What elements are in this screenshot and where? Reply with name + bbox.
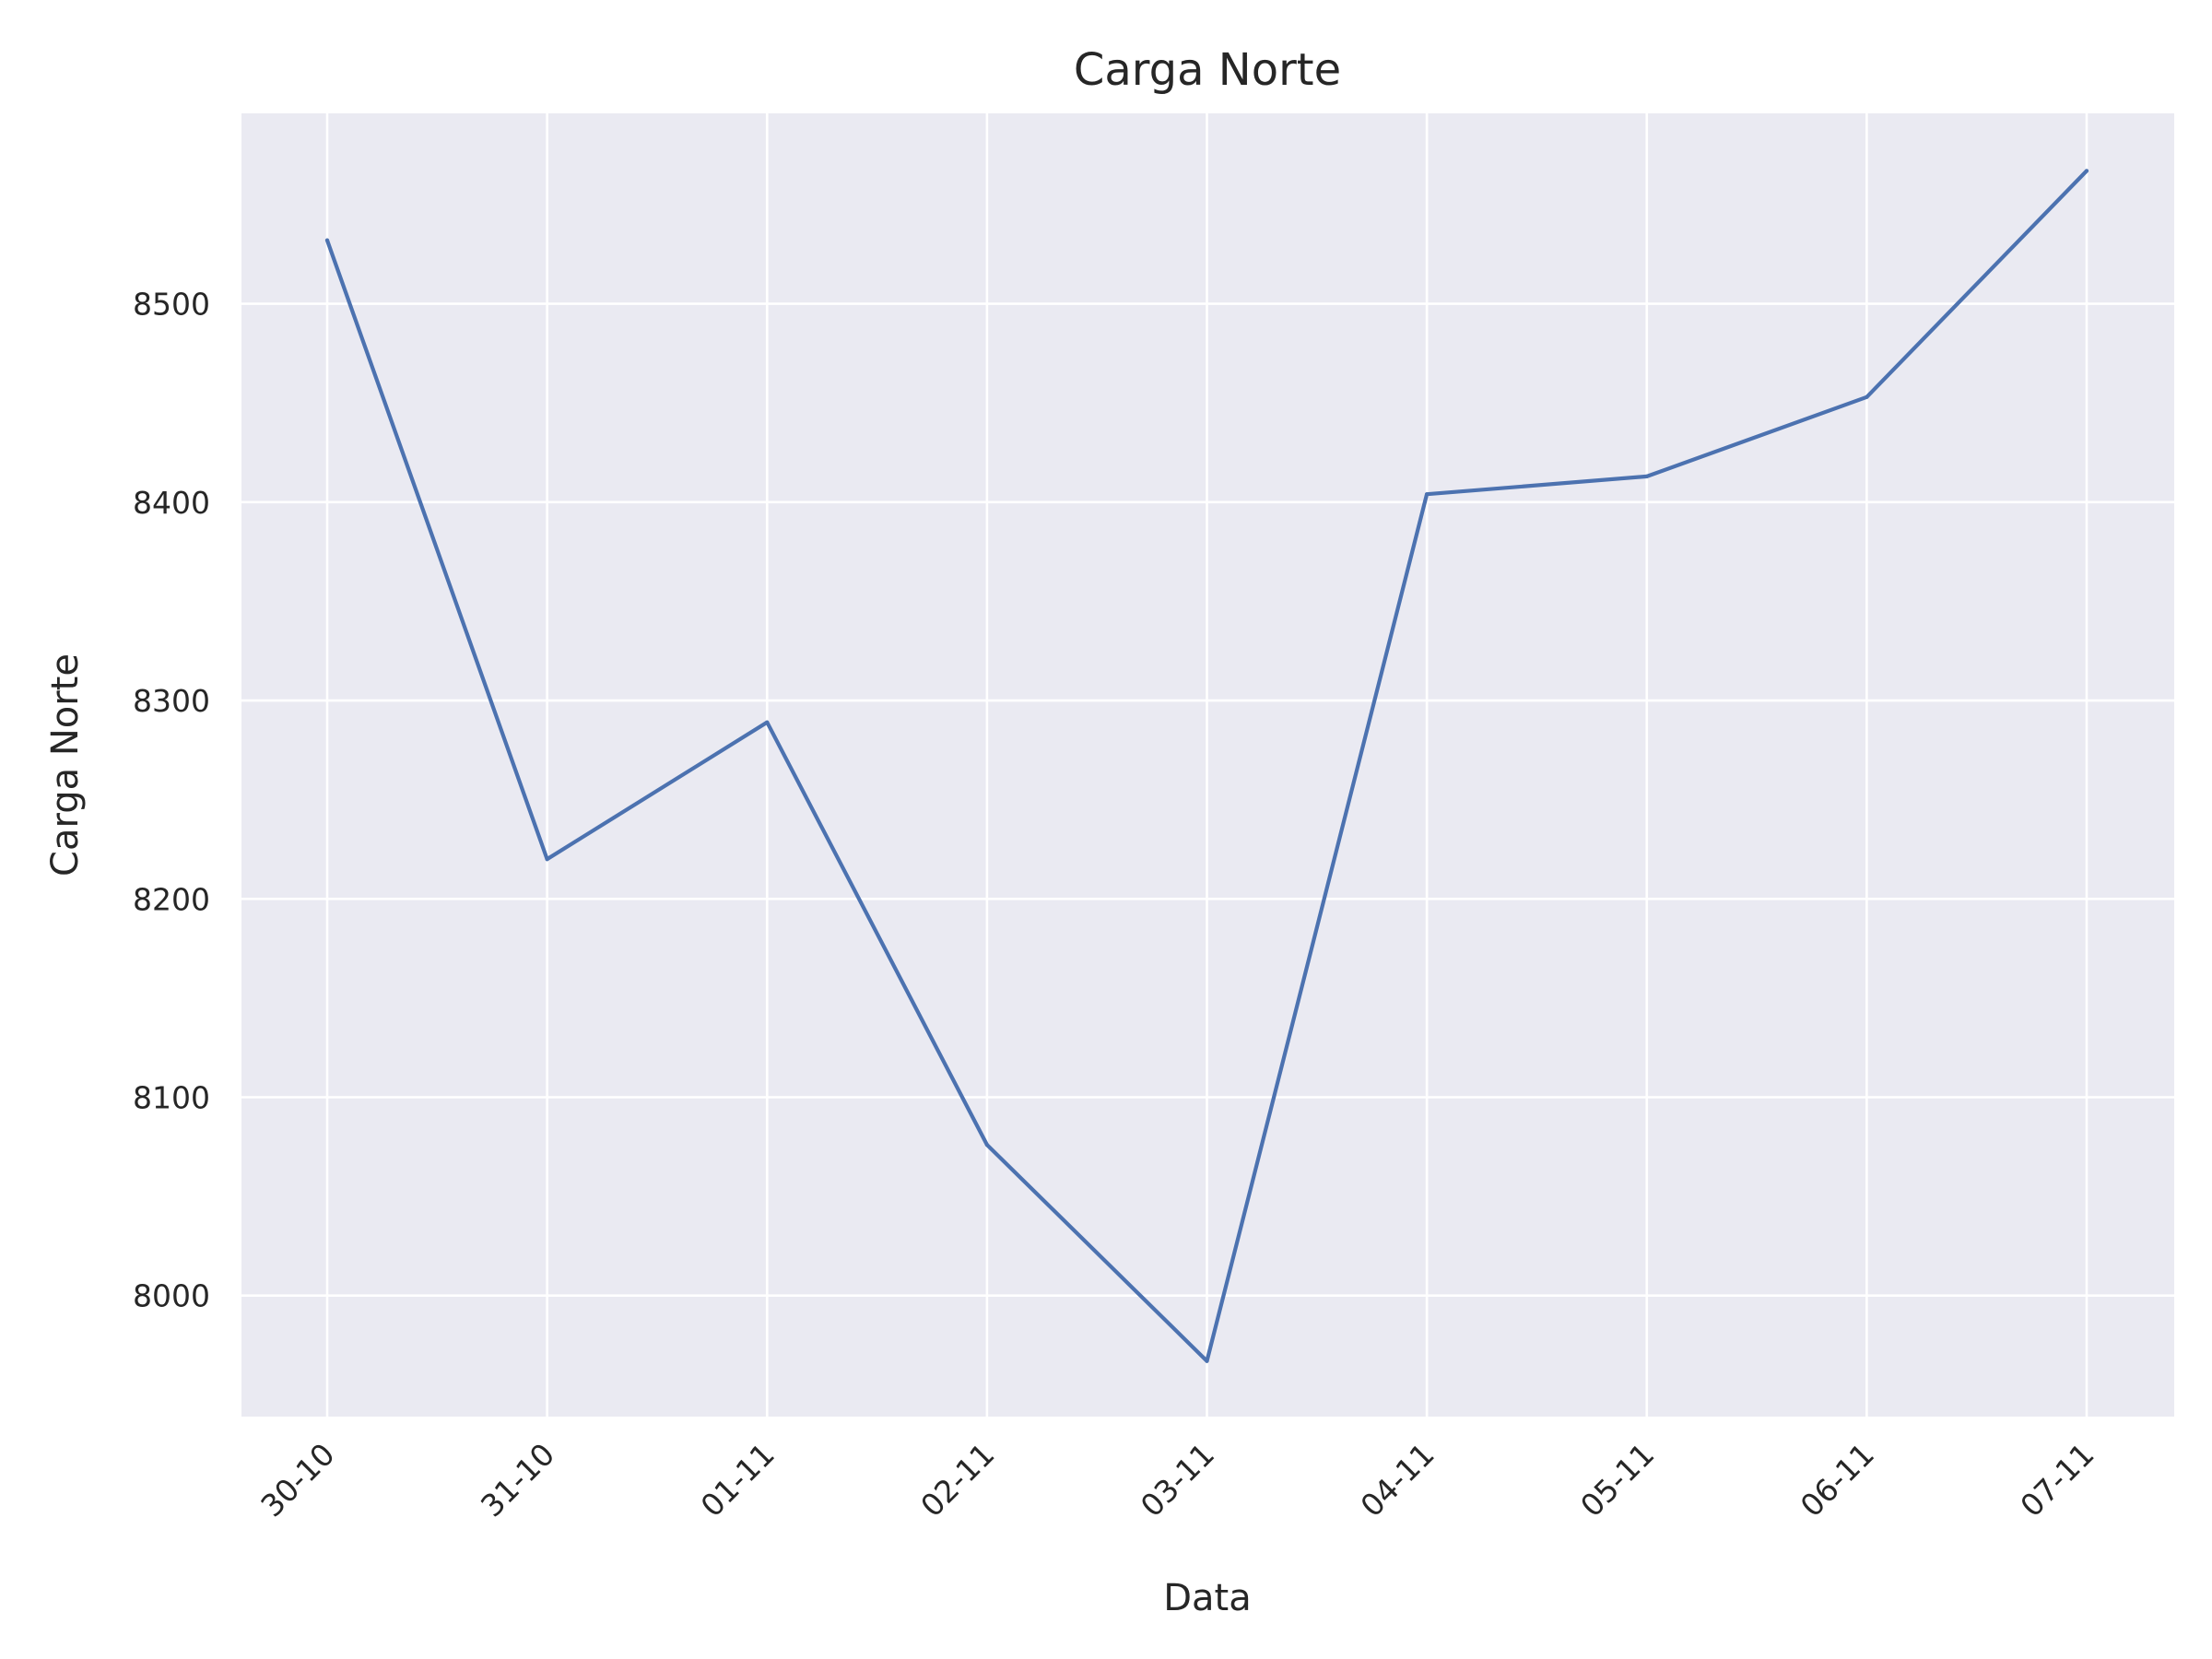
y-axis-label: Carga Norte <box>44 653 87 877</box>
x-tick-label: 31-10 <box>474 1436 561 1524</box>
x-tick-label: 07-11 <box>2013 1436 2100 1524</box>
x-tick-label: 04-11 <box>1353 1436 1441 1524</box>
data-point <box>765 720 770 724</box>
data-point <box>1644 474 1649 478</box>
data-point <box>2084 169 2089 173</box>
y-tick-label: 8500 <box>133 287 210 323</box>
x-tick-label: 01-11 <box>694 1436 782 1524</box>
x-tick-label: 03-11 <box>1134 1436 1221 1524</box>
data-point <box>545 857 549 862</box>
series-layer <box>324 169 2089 1363</box>
y-tick-labels: 8000 8100 8200 8300 8400 8500 <box>133 287 210 1314</box>
x-tick-label: 02-11 <box>913 1436 1001 1524</box>
y-tick-label: 8100 <box>133 1079 210 1115</box>
data-point <box>324 238 330 242</box>
chart-title: Carga Norte <box>1074 44 1341 96</box>
grid <box>241 113 2174 1417</box>
data-point <box>1865 394 1869 399</box>
x-tick-labels: 30-10 31-10 01-11 02-11 03-11 04-11 05-11 06-11… <box>253 1436 2100 1524</box>
data-point <box>984 1143 989 1147</box>
x-axis-label: Data <box>1163 1577 1252 1619</box>
data-point <box>1205 1359 1209 1363</box>
data-point <box>1425 492 1430 497</box>
y-tick-label: 8200 <box>133 881 210 917</box>
y-tick-label: 8400 <box>133 485 210 521</box>
x-tick-label: 05-11 <box>1573 1436 1661 1524</box>
y-tick-label: 8000 <box>133 1278 210 1314</box>
y-tick-label: 8300 <box>133 683 210 719</box>
x-tick-label: 06-11 <box>1794 1436 1881 1524</box>
x-tick-label: 30-10 <box>253 1436 341 1524</box>
